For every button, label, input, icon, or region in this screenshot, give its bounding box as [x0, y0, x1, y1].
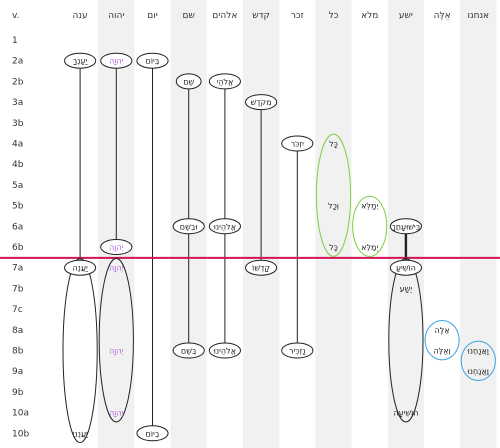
word-label: וְאֵלֶּה	[433, 347, 450, 356]
column-header-c6: קדש	[252, 11, 270, 21]
word-label: מִקֹּדֶשׁ	[251, 98, 272, 107]
group-ellipse	[62, 257, 98, 444]
group-ellipse	[98, 257, 134, 423]
word-ellipse	[208, 342, 241, 359]
word-ellipse	[281, 342, 314, 359]
word-label: אֱלֹהֵי	[216, 77, 233, 86]
word-ellipse	[100, 52, 133, 69]
word-label: יְהוָה	[109, 409, 124, 418]
group-ellipse	[424, 319, 460, 361]
word-label: בִּישׁוּעָתֶךָ	[391, 222, 420, 231]
row-label-9b: 9b	[12, 388, 24, 398]
word-ellipse	[389, 259, 422, 276]
column-header-c10: ישע	[399, 11, 413, 21]
word-label: יַעַנְךָ	[73, 57, 88, 66]
word-ellipse	[136, 52, 169, 69]
word-label: יְמַלֵּא	[361, 202, 378, 211]
word-label: הוֹשִׁיעַ	[396, 264, 416, 273]
word-ellipse	[64, 52, 97, 69]
word-ellipse	[175, 73, 202, 90]
group-ellipse	[315, 133, 352, 257]
column-header-c4: שם	[183, 11, 195, 21]
row-label-5a: 5a	[12, 181, 23, 191]
word-label: יַעֲנֵה	[72, 264, 88, 273]
column-header-c12: אנחנו	[468, 11, 490, 21]
word-label: יְמַלֵּא	[361, 243, 378, 252]
column-header-c1: ענה	[73, 11, 88, 21]
word-label: וְכָל	[328, 202, 339, 211]
word-label: שֵׁם	[183, 77, 194, 86]
group-ellipse	[352, 195, 388, 257]
row-label-6b: 6b	[12, 243, 24, 253]
word-label: וַאֲנַחְנוּ	[467, 347, 489, 356]
word-label: בְיוֹם	[146, 429, 160, 438]
word-label: בְּשֵׁם	[181, 347, 197, 356]
word-label: וּבְשֵׁם	[180, 222, 198, 231]
group-ellipse	[388, 257, 424, 423]
word-label: יְהוָה	[109, 264, 124, 273]
word-label: יִזְכֹּר	[291, 140, 305, 149]
word-ellipse	[136, 425, 169, 442]
column-shade-c12	[460, 0, 497, 448]
word-label: יְהוָה	[109, 347, 124, 356]
column-shade-c8	[315, 0, 352, 448]
column-header-c5: אלהים	[212, 11, 237, 21]
word-label: יַעֲנֵנוּ	[72, 429, 88, 438]
word-label: יֵשַׁע	[400, 284, 413, 293]
row-label-8a: 8a	[12, 326, 23, 336]
word-label: וַאֲנַחְנוּ	[467, 367, 489, 376]
column-header-c7: זכר	[291, 11, 304, 21]
row-label-7a: 7a	[12, 264, 23, 274]
row-label-9a: 9a	[12, 367, 23, 377]
row-label-8b: 8b	[12, 347, 24, 357]
word-ellipse	[245, 94, 278, 111]
word-ellipse	[281, 135, 314, 152]
row-label-6a: 6a	[12, 222, 23, 232]
word-label: כָּל	[329, 243, 338, 252]
word-ellipse	[172, 342, 205, 359]
word-ellipse	[389, 218, 422, 235]
word-ellipse	[64, 259, 97, 276]
word-ellipse	[245, 259, 278, 276]
word-ellipse	[208, 73, 241, 90]
word-label: בְּיוֹם	[146, 57, 160, 66]
row-label-7b: 7b	[12, 284, 24, 294]
word-label: יְהוָה	[109, 57, 124, 66]
column-header-c8: כל	[329, 11, 339, 21]
row-label-3b: 3b	[12, 119, 24, 129]
word-label: קָדְשׁוֹ	[252, 264, 270, 273]
word-label: כָּל	[329, 140, 338, 149]
column-header-c11: אֵלֶּה	[434, 11, 451, 21]
word-ellipse	[100, 239, 133, 255]
group-ellipse	[460, 340, 496, 382]
word-label: נַזְכִּיר	[289, 347, 306, 356]
word-label: אֱלֹהֵינוּ	[213, 222, 236, 231]
word-ellipse	[172, 218, 205, 235]
word-label: אֱלֹהֵינוּ	[213, 347, 236, 356]
row-label-10a: 10a	[12, 409, 29, 419]
word-label: הוֹשִׁיעָה	[393, 409, 418, 418]
row-label-10b: 10b	[12, 429, 29, 439]
column-header-c9: מלא	[361, 11, 378, 21]
word-ellipse	[208, 218, 241, 235]
row-label-4a: 4a	[12, 140, 23, 150]
column-header-c3: יום	[147, 11, 157, 21]
row-label-2b: 2b	[12, 77, 24, 87]
word-label: יְהוָה	[109, 243, 124, 252]
verse-header-label: v.	[12, 11, 20, 21]
row-label-1: 1	[12, 36, 18, 46]
row-label-5b: 5b	[12, 202, 24, 212]
row-label-4b: 4b	[12, 160, 24, 170]
row-label-7c: 7c	[12, 305, 23, 315]
word-label: אֵלֶּה	[435, 326, 450, 335]
row-label-3a: 3a	[12, 98, 23, 108]
column-header-c2: יהוה	[108, 11, 124, 21]
row-label-2a: 2a	[12, 57, 23, 67]
